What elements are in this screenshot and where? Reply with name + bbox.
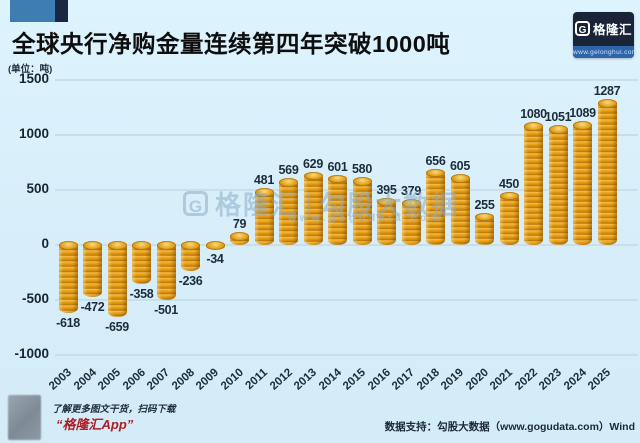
coin-top-face (230, 232, 249, 241)
y-axis-tick--500: -500 (21, 291, 49, 306)
value-label-2017: 379 (401, 184, 421, 199)
value-label-2020: 255 (474, 197, 495, 212)
bar-2025 (597, 99, 617, 245)
value-label-2010: 79 (232, 217, 247, 232)
bar-2019 (450, 174, 470, 245)
decor-blue-block (10, 0, 55, 22)
gridline-1000 (55, 134, 638, 136)
gridline-1500 (55, 79, 638, 81)
bar-2018 (426, 168, 445, 245)
bar-2023 (548, 125, 568, 245)
coin-top-face (254, 188, 274, 197)
bar-2014 (328, 174, 347, 245)
value-label-2018: 656 (425, 153, 446, 168)
value-label-2011: 481 (254, 173, 274, 188)
coin-top-face (279, 178, 298, 187)
bar-2015 (352, 177, 372, 245)
bar-2011 (254, 188, 274, 245)
value-label-2024: 1089 (569, 106, 596, 121)
bar-2020 (475, 212, 494, 245)
coin-top-face (524, 122, 543, 131)
coin-top-face (426, 168, 445, 178)
app-name-text: “格隆汇App” (56, 417, 134, 432)
coin-top-face (475, 212, 494, 222)
gridline--500 (55, 299, 638, 301)
data-support-text: 数据支持：勾股大数据（www.gogudata.com）Wind (384, 421, 635, 433)
coin-top-face (132, 241, 151, 250)
bar-2008 (181, 241, 200, 271)
value-label-2023: 1051 (544, 110, 572, 125)
value-label-2007: -501 (154, 303, 178, 318)
bar-2017 (401, 199, 421, 245)
value-label-2008: -236 (178, 273, 203, 288)
decor-navy-block (55, 0, 68, 22)
gelonghui-logo-name: 格隆汇 (592, 23, 632, 37)
bar-chart-plot-area: 1500 1000 500 0 -500 -1000 -618 2003 -472 2004 -65… (14, 71, 638, 393)
y-axis-tick--1000: -1000 (14, 346, 49, 361)
value-label-2014: 601 (327, 159, 348, 174)
bar-2012 (279, 178, 298, 245)
value-label-2012: 569 (278, 163, 299, 178)
y-axis-tick-0: 0 (41, 236, 49, 251)
coin-top-face (58, 241, 78, 250)
value-label-2013: 629 (303, 156, 323, 171)
y-axis-tick-1000: 1000 (18, 126, 49, 141)
bar-2009 (205, 241, 225, 250)
coin-top-face (107, 241, 127, 250)
coin-top-face (156, 241, 176, 250)
coin-top-face (205, 241, 225, 250)
coin-top-face (401, 199, 421, 208)
gelonghui-logo: G 格隆汇 www.gelonghui.com (573, 12, 637, 58)
gelonghui-logo-row: G 格隆汇 (573, 19, 634, 38)
bar-2013 (303, 171, 323, 245)
coin-top-face (83, 241, 102, 250)
y-axis-tick-1500: 1500 (18, 71, 49, 86)
coin-top-face (450, 174, 470, 183)
value-label-2015: 580 (352, 162, 372, 177)
bar-2006 (132, 241, 151, 285)
y-axis-tick-500: 500 (26, 181, 49, 196)
value-label-2003: -618 (56, 315, 80, 330)
coin-top-face (352, 177, 372, 186)
value-label-2006: -358 (129, 287, 154, 302)
coin-top-face (573, 121, 592, 130)
value-label-2004: -472 (80, 299, 105, 314)
bar-2021 (499, 191, 519, 245)
gelonghui-g-icon: G (574, 21, 590, 36)
coin-top-face (377, 197, 396, 207)
value-label-2025: 1287 (593, 84, 621, 99)
gridline-0 (55, 244, 638, 246)
unit-label: (单位：吨) (8, 64, 53, 75)
value-label-2009: -34 (206, 251, 224, 266)
bar-2010 (230, 232, 249, 245)
coin-top-face (303, 171, 323, 181)
value-label-2019: 605 (450, 159, 470, 174)
gridline--1000 (55, 354, 638, 356)
coin-top-face (328, 174, 347, 184)
value-label-2021: 450 (499, 176, 519, 191)
bar-2003 (58, 241, 78, 313)
value-label-2016: 395 (376, 182, 397, 197)
bar-2004 (83, 241, 102, 297)
bar-2022 (524, 122, 543, 245)
bar-2024 (573, 121, 592, 245)
chart-title: 全球央行净购金量连续第四年突破1000吨 (12, 31, 451, 57)
value-label-2005: -659 (105, 320, 129, 335)
watermark-url: www.gogudata.com (288, 212, 443, 224)
coin-top-face (181, 241, 200, 250)
coin-top-face (499, 191, 519, 200)
bar-2007 (156, 241, 176, 301)
qr-hint-text: 了解更多图文干货，扫码下载 (52, 404, 176, 415)
gelonghui-logo-url: www.gelonghui.com (573, 46, 637, 58)
bar-2016 (377, 197, 396, 245)
coin-top-face (548, 125, 568, 134)
qr-code (8, 395, 41, 440)
coin-top-face (597, 99, 617, 108)
value-label-2022: 1080 (520, 107, 547, 122)
bar-2005 (107, 241, 127, 318)
